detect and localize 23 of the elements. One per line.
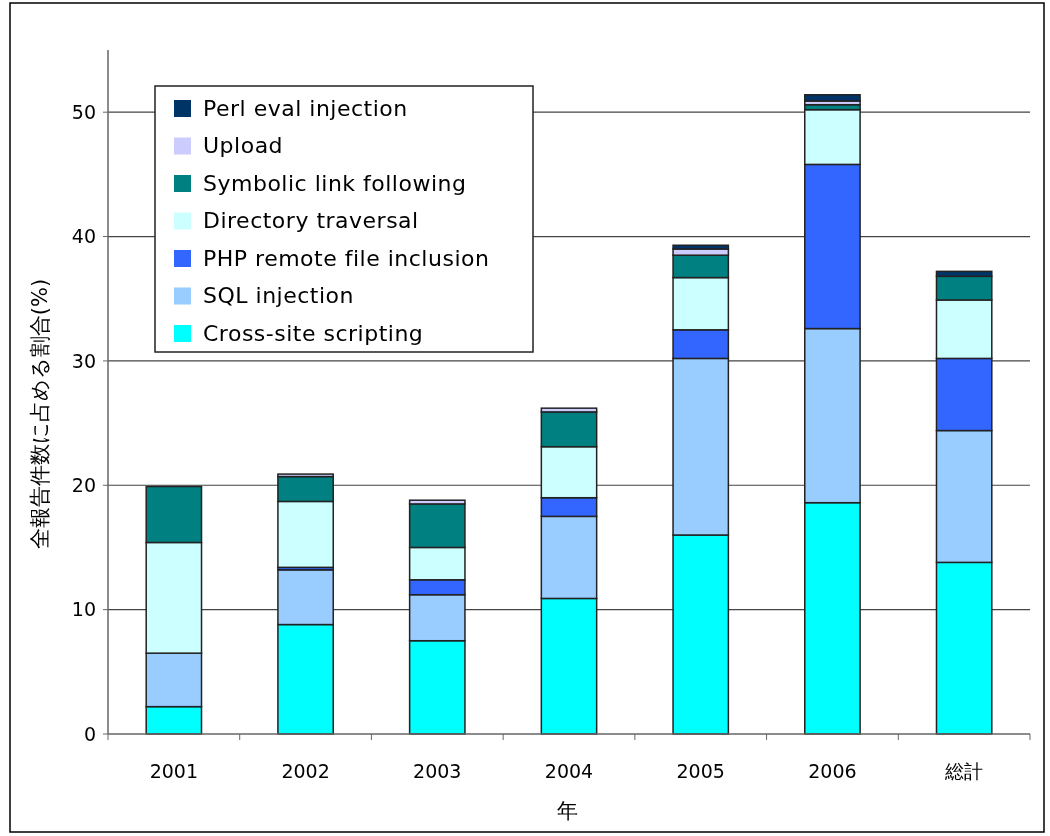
x-tick-label: 総計 bbox=[944, 760, 984, 782]
y-tick-label: 10 bbox=[71, 598, 96, 621]
x-tick-label: 2003 bbox=[413, 760, 462, 782]
y-tick-label: 40 bbox=[71, 225, 96, 248]
legend-label: Perl eval injection bbox=[203, 95, 408, 121]
y-tick-label: 50 bbox=[71, 100, 96, 123]
bar bbox=[804, 94, 861, 102]
x-tick-label: 2004 bbox=[544, 760, 594, 782]
legend-label: Upload bbox=[203, 133, 284, 159]
x-tick-label: 2001 bbox=[149, 760, 199, 782]
legend-label: Directory traversal bbox=[203, 208, 419, 234]
y-tick-label: 20 bbox=[71, 473, 96, 496]
y-tick-label: 0 bbox=[83, 722, 96, 745]
legend-label: Symbolic link following bbox=[203, 170, 467, 196]
legend-label: Cross-site scripting bbox=[203, 320, 424, 346]
y-tick-label: 30 bbox=[71, 349, 96, 372]
legend-label: SQL injection bbox=[203, 283, 354, 309]
y-axis-title: 全報告件数に占める割合(%) bbox=[28, 278, 52, 550]
x-tick-label: 2005 bbox=[676, 760, 725, 782]
x-axis-title: 年 bbox=[556, 799, 578, 823]
legend-label: PHP remote file inclusion bbox=[203, 245, 490, 271]
x-tick-label: 2002 bbox=[281, 760, 330, 782]
x-tick-label: 2006 bbox=[808, 760, 857, 782]
